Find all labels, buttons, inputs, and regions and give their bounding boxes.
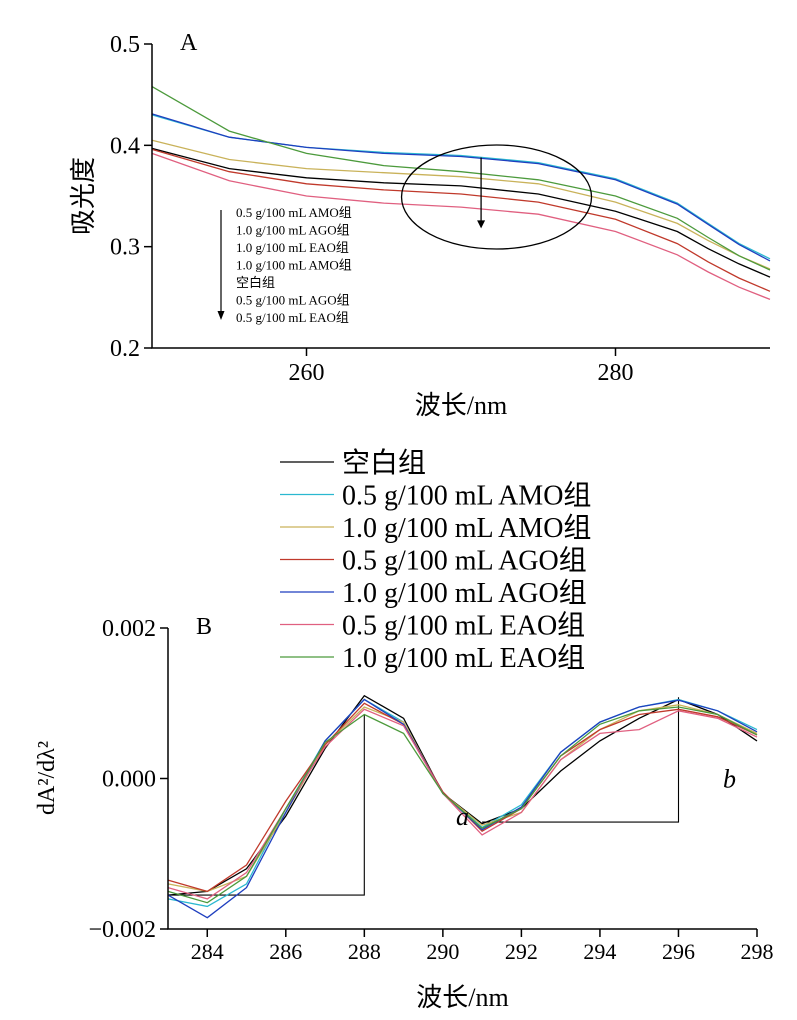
order-arrow-head (217, 311, 225, 320)
legend-label: 1.0 g/100 mL AMO组 (342, 512, 591, 544)
panel-a-y-tick-label: 0.3 (110, 235, 140, 261)
panel-b-y-axis-label: dA²/dλ² (34, 741, 60, 815)
order-label: 1.0 g/100 mL AGO组 (236, 223, 350, 238)
panel-b-y-tick-label: −0.002 (88, 917, 156, 943)
panel-a-series-line (151, 152, 771, 301)
panel-a-x-axis-label: 波长/nm (415, 391, 507, 420)
panel-a-ticks: 0.2 0.3 0.4 0.5 260 280 (110, 32, 634, 386)
panel-a-y-axis-label: 吸光度 (69, 157, 98, 235)
legend-label: 1.0 g/100 mL AGO组 (342, 577, 587, 609)
panel-a-series-line (151, 148, 771, 292)
panel-b-label: B (196, 614, 212, 640)
legend-label: 1.0 g/100 mL EAO组 (342, 642, 585, 674)
panel-b-y-tick-label: 0.000 (102, 767, 156, 793)
panel-a-x-tick-label: 280 (598, 360, 634, 386)
ellipse-arrow-head (477, 220, 486, 229)
panel-b-x-tick-label: 298 (741, 939, 774, 964)
panel-a-annotation: 0.5 g/100 mL AMO组 1.0 g/100 mL AGO组 1.0 g/… (217, 144, 593, 325)
panel-a-y-tick-label: 0.4 (110, 133, 140, 159)
panel-a: 0.2 0.3 0.4 0.5 260 280 A 波长/nm 吸光度 0.5 g/100… (69, 30, 771, 420)
panel-b-y-tick-label: 0.002 (102, 616, 156, 642)
highlight-ellipse (400, 144, 593, 250)
panel-b-annotations: ab (456, 765, 736, 832)
order-label: 空白组 (236, 275, 275, 290)
panel-a-series-line (151, 86, 771, 271)
panel-b-annotation-a: a (456, 802, 469, 831)
panel-b-x-tick-label: 294 (583, 939, 616, 964)
panel-b-x-tick-label: 290 (426, 939, 459, 964)
panel-a-label: A (180, 30, 198, 56)
panel-a-y-tick-label: 0.2 (110, 336, 140, 362)
panel-a-series-line (151, 113, 771, 262)
legend-label: 0.5 g/100 mL AGO组 (342, 545, 587, 577)
reference-line-b (482, 697, 680, 823)
panel-b-series-line (167, 704, 758, 893)
panel-b: −0.002 0.000 0.002 284 286 288 290 292 294 296 298… (34, 614, 774, 1012)
panel-b-x-axis-label: 波长/nm (416, 983, 508, 1012)
legend-label: 空白组 (342, 447, 426, 479)
legend-label: 0.5 g/100 mL AMO组 (342, 480, 591, 512)
order-label: 1.0 g/100 mL EAO组 (236, 240, 349, 255)
order-label: 0.5 g/100 mL EAO组 (236, 310, 349, 325)
legend-label: 0.5 g/100 mL EAO组 (342, 610, 585, 642)
reference-line-a (168, 714, 365, 896)
panel-a-y-tick-label: 0.5 (110, 32, 140, 58)
order-label: 0.5 g/100 mL AGO组 (236, 293, 350, 308)
panel-b-x-tick-label: 288 (348, 939, 381, 964)
panel-b-series-line (167, 702, 758, 893)
panel-b-series-line (167, 708, 758, 900)
panel-b-x-tick-label: 292 (505, 939, 538, 964)
panel-b-x-tick-label: 296 (662, 939, 695, 964)
order-label: 0.5 g/100 mL AMO组 (236, 205, 352, 220)
panel-b-ticks: −0.002 0.000 0.002 284 286 288 290 292 294 296 298 (88, 616, 773, 964)
panel-a-series-line (151, 139, 771, 270)
panel-b-x-tick-label: 286 (269, 939, 302, 964)
panel-a-x-tick-label: 260 (289, 360, 325, 386)
panel-b-series (167, 694, 758, 919)
panel-b-annotation-b: b (723, 765, 736, 794)
panel-b-reference-lines (168, 697, 680, 896)
panel-b-x-tick-label: 284 (191, 939, 224, 964)
panel-a-series (151, 86, 771, 301)
panel-b-series-line (167, 706, 758, 904)
panel-a-series-line (151, 147, 771, 278)
order-label: 1.0 g/100 mL AMO组 (236, 258, 352, 273)
